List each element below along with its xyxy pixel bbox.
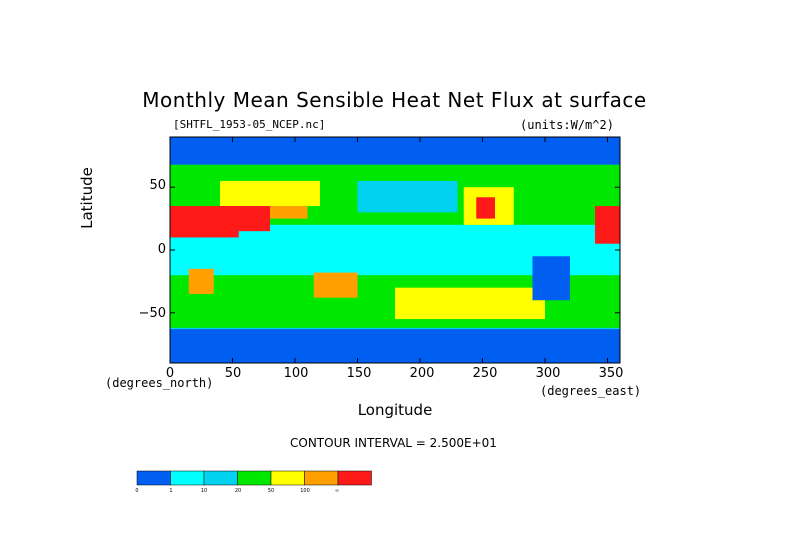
x-tick-label-100: 100 bbox=[283, 366, 309, 381]
colorbar-swatch-6 bbox=[337, 470, 372, 486]
x-tick-label-150: 150 bbox=[346, 366, 372, 381]
colorbar-tick-0: 0 bbox=[135, 488, 139, 494]
colorbar-tick-100: 100 bbox=[300, 488, 310, 494]
colorbar-tick-50: 50 bbox=[267, 488, 275, 494]
x-axis-label: Longitude bbox=[357, 401, 433, 419]
y-tick-label-50: 50 bbox=[149, 178, 166, 193]
y-tick-label-minus50: −50 bbox=[138, 306, 166, 321]
heatmap-region-north-america-hot bbox=[476, 197, 495, 219]
dataset-filename: [SHTFL_1953-05_NCEP.nc] bbox=[173, 118, 326, 131]
x-axis-units: (degrees_east) bbox=[540, 384, 642, 398]
colorbar-swatch-0 bbox=[136, 470, 171, 486]
colorbar-swatch-1 bbox=[170, 470, 205, 486]
colorbar-tick-1: 1 bbox=[169, 488, 173, 494]
x-tick-label-300: 300 bbox=[535, 366, 561, 381]
colorbar-tick-inf: ∞ bbox=[334, 488, 340, 494]
heatmap-region-south-america bbox=[532, 256, 570, 301]
x-tick-label-0: 0 bbox=[165, 366, 175, 381]
colorbar-swatch-2 bbox=[203, 470, 238, 486]
heatmap-region-arctic-negative bbox=[170, 137, 620, 165]
colorbar-tick-10: 10 bbox=[200, 488, 208, 494]
colorbar-swatch-4 bbox=[270, 470, 305, 486]
units-label: (units:W/m^2) bbox=[520, 118, 614, 132]
colorbar bbox=[136, 470, 372, 486]
heatmap-region-polar-south-negative bbox=[170, 329, 620, 363]
colorbar-swatch-3 bbox=[237, 470, 272, 486]
x-tick-label-350: 350 bbox=[598, 366, 624, 381]
x-tick-label-250: 250 bbox=[472, 366, 498, 381]
x-tick-label-200: 200 bbox=[409, 366, 435, 381]
y-tick-label-0: 0 bbox=[157, 242, 166, 257]
heatmap-plot-area bbox=[170, 137, 620, 363]
heatmap-region-central-asia bbox=[220, 180, 320, 207]
y-axis-label: Latitude bbox=[78, 167, 96, 229]
chart-title: Monthly Mean Sensible Heat Net Flux at s… bbox=[142, 88, 647, 112]
heatmap-region-north-pacific-cool bbox=[357, 180, 458, 213]
axis-ticks bbox=[169, 137, 620, 363]
y-axis-units: (degrees_north) bbox=[105, 376, 214, 390]
x-tick-label-50: 50 bbox=[224, 366, 242, 381]
heatmap-region-south-africa bbox=[188, 268, 214, 294]
heatmap-region-pacific-subtropic-south bbox=[395, 287, 545, 320]
heatmap-region-north-africa-hot bbox=[170, 206, 239, 238]
heatmap-region-australia bbox=[313, 272, 358, 298]
heatmap-region-east-atlantic-africa bbox=[595, 206, 620, 244]
contour-interval: CONTOUR INTERVAL = 2.500E+01 bbox=[290, 436, 497, 450]
colorbar-swatch-5 bbox=[304, 470, 339, 486]
colorbar-tick-20: 20 bbox=[234, 488, 242, 494]
